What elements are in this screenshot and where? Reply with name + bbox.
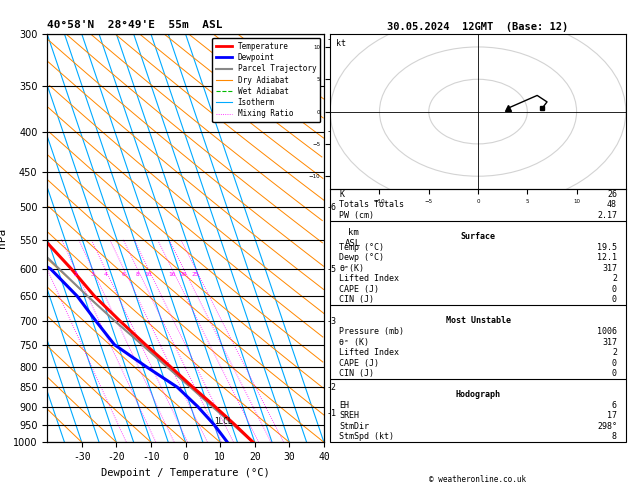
Text: -3: -3	[326, 317, 337, 326]
Text: -1: -1	[326, 410, 337, 418]
Text: CIN (J): CIN (J)	[339, 295, 374, 304]
Text: Temp (°C): Temp (°C)	[339, 243, 384, 252]
Text: K: K	[339, 190, 344, 199]
Legend: Temperature, Dewpoint, Parcel Trajectory, Dry Adiabat, Wet Adiabat, Isotherm, Mi: Temperature, Dewpoint, Parcel Trajectory…	[213, 38, 320, 122]
Text: 2: 2	[612, 274, 617, 283]
Text: 2: 2	[612, 348, 617, 357]
Text: 40°58'N  28°49'E  55m  ASL: 40°58'N 28°49'E 55m ASL	[47, 20, 223, 31]
Text: 25: 25	[192, 272, 199, 277]
Text: 1LCL: 1LCL	[214, 417, 233, 426]
Text: 6: 6	[612, 401, 617, 410]
Text: θᵉ (K): θᵉ (K)	[339, 338, 369, 347]
Text: 0: 0	[612, 285, 617, 294]
Y-axis label: km
ASL: km ASL	[345, 228, 361, 248]
X-axis label: Dewpoint / Temperature (°C): Dewpoint / Temperature (°C)	[101, 468, 270, 478]
Text: kt: kt	[336, 39, 346, 48]
Y-axis label: hPa: hPa	[0, 228, 8, 248]
Text: 8: 8	[612, 433, 617, 441]
Text: 317: 317	[602, 338, 617, 347]
Text: 317: 317	[602, 264, 617, 273]
Text: 30.05.2024  12GMT  (Base: 12): 30.05.2024 12GMT (Base: 12)	[387, 21, 569, 32]
Text: 2: 2	[73, 272, 77, 277]
Text: CAPE (J): CAPE (J)	[339, 285, 379, 294]
Text: 48: 48	[607, 200, 617, 209]
Text: -5: -5	[326, 264, 337, 274]
Text: CIN (J): CIN (J)	[339, 369, 374, 378]
Text: 20: 20	[180, 272, 187, 277]
Text: Pressure (mb): Pressure (mb)	[339, 327, 404, 336]
Text: 19.5: 19.5	[597, 243, 617, 252]
Text: 298°: 298°	[597, 422, 617, 431]
Text: Surface: Surface	[460, 232, 496, 241]
Text: Totals Totals: Totals Totals	[339, 200, 404, 209]
Text: 17: 17	[607, 411, 617, 420]
Text: θᵉ(K): θᵉ(K)	[339, 264, 364, 273]
Text: 0: 0	[612, 369, 617, 378]
Text: -7: -7	[326, 127, 337, 136]
Text: Most Unstable: Most Unstable	[445, 316, 511, 326]
Text: -2: -2	[326, 382, 337, 392]
Text: Lifted Index: Lifted Index	[339, 274, 399, 283]
Text: Dewp (°C): Dewp (°C)	[339, 253, 384, 262]
Text: 0: 0	[612, 359, 617, 368]
Text: 3: 3	[91, 272, 94, 277]
Text: 10: 10	[145, 272, 152, 277]
Text: SREH: SREH	[339, 411, 359, 420]
Text: -9: -9	[326, 35, 337, 44]
Text: 4: 4	[103, 272, 107, 277]
Text: © weatheronline.co.uk: © weatheronline.co.uk	[430, 474, 526, 484]
Text: 12.1: 12.1	[597, 253, 617, 262]
Text: -6: -6	[326, 203, 337, 212]
Text: 2.17: 2.17	[597, 211, 617, 220]
Text: StmSpd (kt): StmSpd (kt)	[339, 433, 394, 441]
Text: 0: 0	[612, 295, 617, 304]
Text: Lifted Index: Lifted Index	[339, 348, 399, 357]
Text: PW (cm): PW (cm)	[339, 211, 374, 220]
Text: 6: 6	[122, 272, 126, 277]
Text: EH: EH	[339, 401, 349, 410]
Text: 8: 8	[136, 272, 140, 277]
Text: 26: 26	[607, 190, 617, 199]
Text: Hodograph: Hodograph	[455, 390, 501, 399]
Text: 1006: 1006	[597, 327, 617, 336]
Text: 16: 16	[169, 272, 176, 277]
Text: StmDir: StmDir	[339, 422, 369, 431]
Text: CAPE (J): CAPE (J)	[339, 359, 379, 368]
